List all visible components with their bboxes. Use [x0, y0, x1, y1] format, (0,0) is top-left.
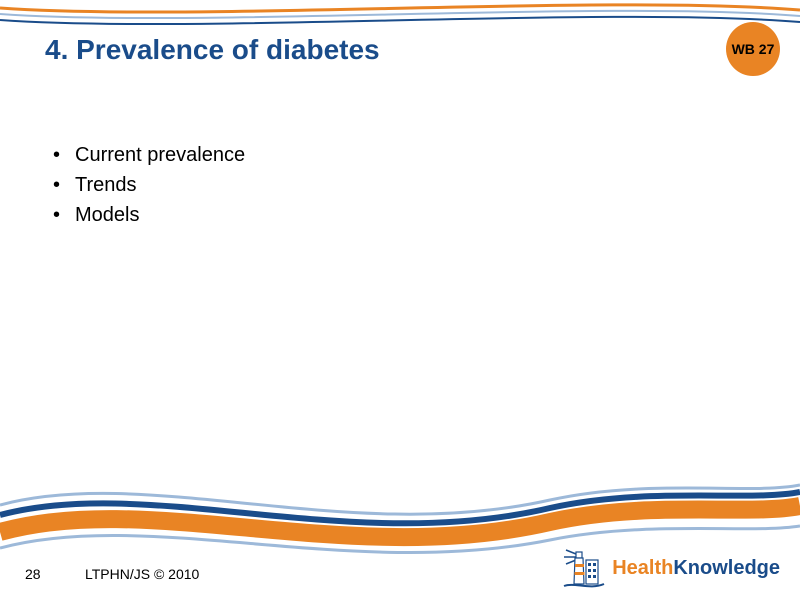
slide-ref-badge: WB 27: [726, 22, 780, 76]
bottom-wave-decoration: [0, 450, 800, 560]
slide-ref-label: WB 27: [732, 41, 775, 57]
bullet-item: Current prevalence: [45, 140, 245, 170]
bullet-list: Current prevalence Trends Models: [45, 140, 245, 230]
page-number: 28: [25, 566, 41, 582]
logo-word-knowledge: Knowledge: [673, 557, 780, 579]
bullet-item: Models: [45, 200, 245, 230]
logo-word-health: Health: [612, 557, 673, 579]
footer-copyright: LTPHN/JS © 2010: [85, 566, 199, 582]
lighthouse-icon: [562, 546, 606, 590]
slide-title: 4. Prevalence of diabetes: [45, 34, 380, 66]
healthknowledge-logo: HealthKnowledge: [562, 546, 780, 590]
logo-text: HealthKnowledge: [612, 557, 780, 580]
bullet-item: Trends: [45, 170, 245, 200]
